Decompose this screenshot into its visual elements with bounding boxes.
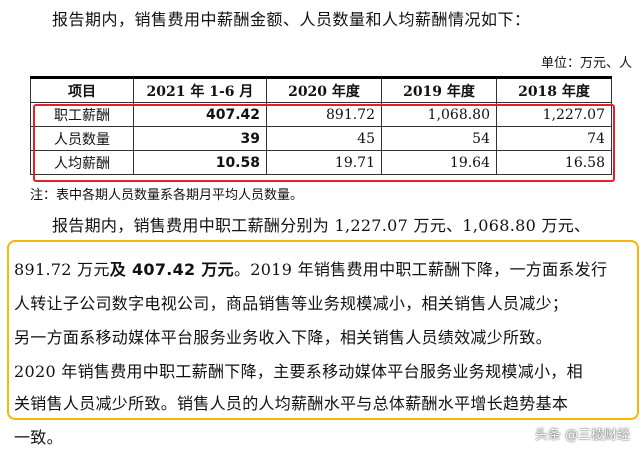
cell-value: 16.58: [496, 150, 612, 175]
watermark: 头条 @三棱财经: [534, 428, 630, 443]
table-row: 人员数量 39 45 54 74: [30, 126, 612, 151]
table-note: 注：表中各期人员数量系各期月平均人员数量。: [30, 188, 304, 203]
cell-value: 1,227.07: [496, 102, 612, 127]
cell-value: 407.42: [133, 102, 267, 127]
cell-value: 74: [496, 126, 612, 151]
cell-value: 54: [381, 126, 497, 151]
unit-label: 单位：万元、人: [540, 56, 632, 71]
cell-value: 19.71: [266, 150, 382, 175]
table-row: 职工薪酬 407.42 891.72 1,068.80 1,227.07: [30, 102, 612, 127]
cell-value: 10.58: [133, 150, 267, 175]
cell-value: 39: [133, 126, 267, 151]
paragraph-line: 关销售人员减少所致。销售人员的人均薪酬水平与总体薪酬水平增长趋势基本: [14, 394, 569, 413]
header-2018: 2018 年度: [496, 76, 612, 103]
header-item: 项目: [30, 76, 134, 103]
cell-value: 1,068.80: [381, 102, 497, 127]
paragraph-text: 。2019 年销售费用中职工薪酬下降，一方面系发行: [233, 260, 608, 279]
cell-value: 19.64: [381, 150, 497, 175]
paragraph-line: 报告期内，销售费用中职工薪酬分别为 1,227.07 万元、1,068.80 万…: [52, 216, 591, 235]
cell-value: 891.72: [266, 102, 382, 127]
row-label: 人员数量: [30, 126, 134, 151]
paragraph-line: 891.72 万元及 407.42 万元。2019 年销售费用中职工薪酬下降，一…: [14, 256, 607, 280]
paragraph-text: 891.72 万元: [14, 260, 110, 279]
salary-table: 项目 2021 年 1-6 月 2020 年度 2019 年度 2018 年度 …: [30, 76, 612, 175]
table-header-row: 项目 2021 年 1-6 月 2020 年度 2019 年度 2018 年度: [30, 76, 612, 103]
paragraph-line: 人转让子公司数字电视公司，商品销售等业务规模减小，相关销售人员减少；: [14, 294, 569, 313]
cell-value: 45: [266, 126, 382, 151]
row-label: 人均薪酬: [30, 150, 134, 175]
table-row: 人均薪酬 10.58 19.71 19.64 16.58: [30, 150, 612, 175]
header-2021h1: 2021 年 1-6 月: [133, 76, 267, 103]
paragraph-line: 一致。: [14, 428, 63, 447]
paragraph-line: 另一方面系移动媒体平台服务业务收入下降，相关销售人员绩效减少所致。: [14, 328, 552, 347]
intro-text: 报告期内，销售费用中薪酬金额、人员数量和人均薪酬情况如下：: [52, 10, 531, 29]
paragraph-bold-text: 及 407.42 万元: [109, 260, 234, 279]
header-2019: 2019 年度: [381, 76, 497, 103]
paragraph-line: 2020 年销售费用中职工薪酬下降，主要系移动媒体平台服务业务规模减小，相: [14, 362, 583, 381]
header-2020: 2020 年度: [266, 76, 382, 103]
row-label: 职工薪酬: [30, 102, 134, 127]
